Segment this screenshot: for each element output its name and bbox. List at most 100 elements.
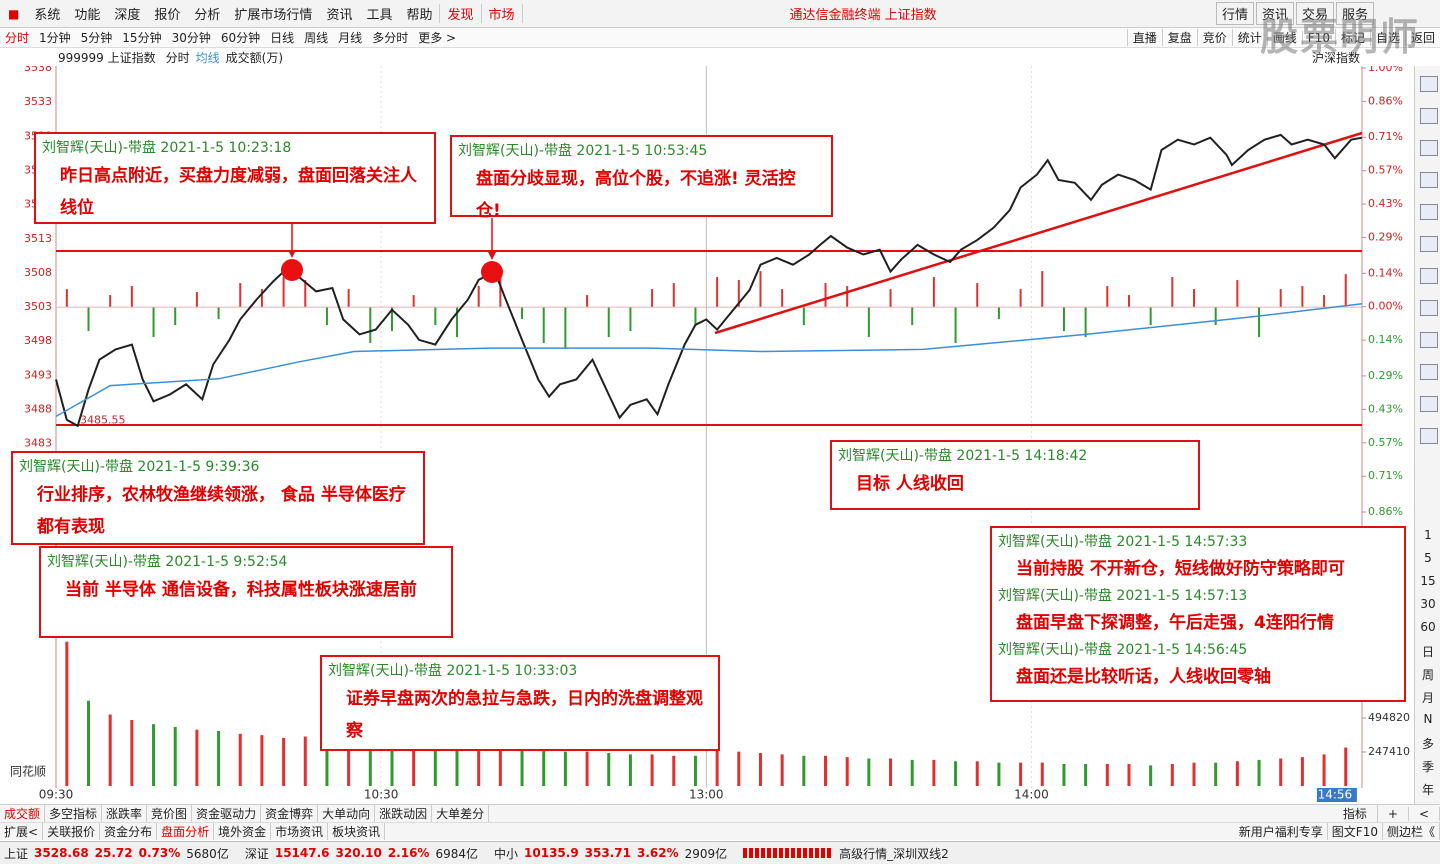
side-label[interactable]: 年 [1421, 783, 1434, 797]
market[interactable]: 市场 [480, 4, 523, 23]
series-label: 分时 [165, 50, 190, 65]
side-icon[interactable] [1420, 396, 1438, 412]
extension-link[interactable]: 侧边栏《 [1383, 823, 1440, 840]
side-label[interactable]: 1 [1424, 528, 1432, 542]
side-toolbar: 1 5 15 30 60 日周月 N 多季年 [1414, 66, 1440, 804]
arrow-head [488, 252, 496, 260]
period-tab[interactable]: 月线 [338, 31, 363, 45]
side-label[interactable]: 周 [1421, 668, 1434, 682]
volume-bar [455, 746, 459, 786]
discover[interactable]: 发现 [439, 4, 480, 23]
period-tab[interactable]: 多分时 [372, 31, 409, 45]
indicator-tab[interactable]: 大单动向 [318, 805, 376, 822]
menu-item[interactable]: 资讯 [326, 8, 353, 23]
y-tick-label: 3488 [24, 403, 52, 416]
extension-link[interactable]: 新用户福利专享 [1235, 823, 1328, 840]
period-tab[interactable]: 周线 [304, 31, 329, 45]
tool-button[interactable]: 自选 [1369, 29, 1405, 46]
indicator-tab[interactable]: 涨跌率 [102, 805, 148, 822]
period-tab[interactable]: 30分钟 [171, 31, 211, 45]
tool-button[interactable]: F10 [1301, 30, 1335, 45]
side-label[interactable]: 日 [1421, 645, 1434, 659]
side-icon[interactable] [1420, 108, 1438, 124]
y2-tick-label: 0.86% [1368, 94, 1403, 107]
extension-tab[interactable]: 关联报价 [43, 823, 101, 840]
menu-button[interactable]: 服务 [1335, 2, 1374, 25]
indicator-tab[interactable]: 多空指标 [45, 805, 103, 822]
indicator-tab[interactable]: 大单差分 [432, 805, 490, 822]
period-tab[interactable]: 15分钟 [122, 31, 162, 45]
tool-button[interactable]: 复盘 [1161, 29, 1197, 46]
side-icon[interactable] [1420, 140, 1438, 156]
tool-button[interactable]: 竞价 [1196, 29, 1232, 46]
side-label[interactable]: 5 [1424, 551, 1432, 565]
side-label[interactable]: N [1423, 712, 1433, 726]
tool-button[interactable]: 统计 [1231, 29, 1267, 46]
side-label[interactable]: 15 [1420, 574, 1436, 588]
volume-bar [1192, 762, 1196, 786]
tab-control[interactable]: + [1378, 806, 1409, 821]
strength-bar [759, 271, 762, 308]
side-label[interactable]: 多 [1421, 737, 1434, 751]
extension-tab[interactable]: 境外资金 [214, 823, 272, 840]
side-icon[interactable] [1420, 332, 1438, 348]
tool-button[interactable]: 画线 [1266, 29, 1302, 46]
side-label[interactable]: 30 [1420, 597, 1436, 611]
indicator-tab[interactable]: 资金博弈 [261, 805, 319, 822]
side-icon[interactable] [1420, 268, 1438, 284]
index-price: 10135.9 [524, 846, 579, 860]
menu-item[interactable]: 系统 [34, 8, 61, 23]
side-icon[interactable] [1420, 300, 1438, 316]
menu-button[interactable]: 交易 [1295, 2, 1334, 25]
y2-tick-label: 0.43% [1368, 402, 1403, 415]
menu-button[interactable]: 行情 [1215, 2, 1254, 25]
extension-tab[interactable]: 市场资讯 [271, 823, 329, 840]
extension-tab[interactable]: 扩展< [0, 823, 44, 840]
volume-tick-label: 247410 [1368, 745, 1410, 758]
volume-bar [87, 700, 91, 786]
period-tab[interactable]: 分时 [5, 31, 30, 45]
menu-item[interactable]: 深度 [114, 8, 141, 23]
strength-bar [109, 295, 112, 308]
period-tab[interactable]: 1分钟 [39, 31, 71, 45]
y2-tick-label: 0.29% [1368, 369, 1403, 382]
side-icon[interactable] [1420, 204, 1438, 220]
volume-bar [824, 755, 828, 786]
menu-item[interactable]: 分析 [194, 8, 221, 23]
indicator-tab[interactable]: 竞价图 [147, 805, 193, 822]
indicator-tab[interactable]: 成交额 [0, 805, 46, 822]
tool-button[interactable]: 直播 [1126, 29, 1162, 46]
period-tab[interactable]: 更多 > [418, 31, 457, 45]
menu-item[interactable]: 工具 [366, 8, 393, 23]
side-icon[interactable] [1420, 76, 1438, 92]
tab-control[interactable]: < [1409, 806, 1440, 821]
period-tab[interactable]: 60分钟 [220, 31, 261, 45]
period-tab[interactable]: 5分钟 [80, 31, 113, 45]
side-icon[interactable] [1420, 172, 1438, 188]
indicator-tab[interactable]: 资金驱动力 [192, 805, 262, 822]
menu-item[interactable]: 帮助 [406, 8, 433, 23]
volume-bar [542, 750, 546, 786]
tool-button[interactable]: 标记 [1334, 29, 1370, 46]
menu-item[interactable]: 报价 [154, 8, 181, 23]
side-icon[interactable] [1420, 236, 1438, 252]
side-label[interactable]: 月 [1421, 691, 1434, 705]
side-label[interactable]: 60 [1420, 620, 1436, 634]
tab-control[interactable]: 指标 [1333, 805, 1378, 822]
y2-tick-label: 0.57% [1368, 164, 1403, 177]
indicator-tab[interactable]: 涨跌动因 [375, 805, 433, 822]
menu-item[interactable]: 扩展市场行情 [234, 8, 313, 23]
extension-tab[interactable]: 盘面分析 [157, 823, 215, 840]
side-icon[interactable] [1420, 428, 1438, 444]
period-tab[interactable]: 日线 [270, 31, 295, 45]
annotation-header: 刘智辉(天山)-带盘 2021-1-5 14:57:13 [998, 588, 1248, 604]
extension-link[interactable]: 图文F10 [1328, 823, 1383, 840]
y2-tick-label: 0.43% [1368, 197, 1403, 210]
extension-tab[interactable]: 资金分布 [100, 823, 158, 840]
menu-item[interactable]: 功能 [74, 8, 101, 23]
menu-button[interactable]: 资讯 [1255, 2, 1294, 25]
side-icon[interactable] [1420, 364, 1438, 380]
tool-button[interactable]: 返回 [1404, 29, 1440, 46]
side-label[interactable]: 季 [1421, 760, 1434, 774]
extension-tab[interactable]: 板块资讯 [328, 823, 386, 840]
